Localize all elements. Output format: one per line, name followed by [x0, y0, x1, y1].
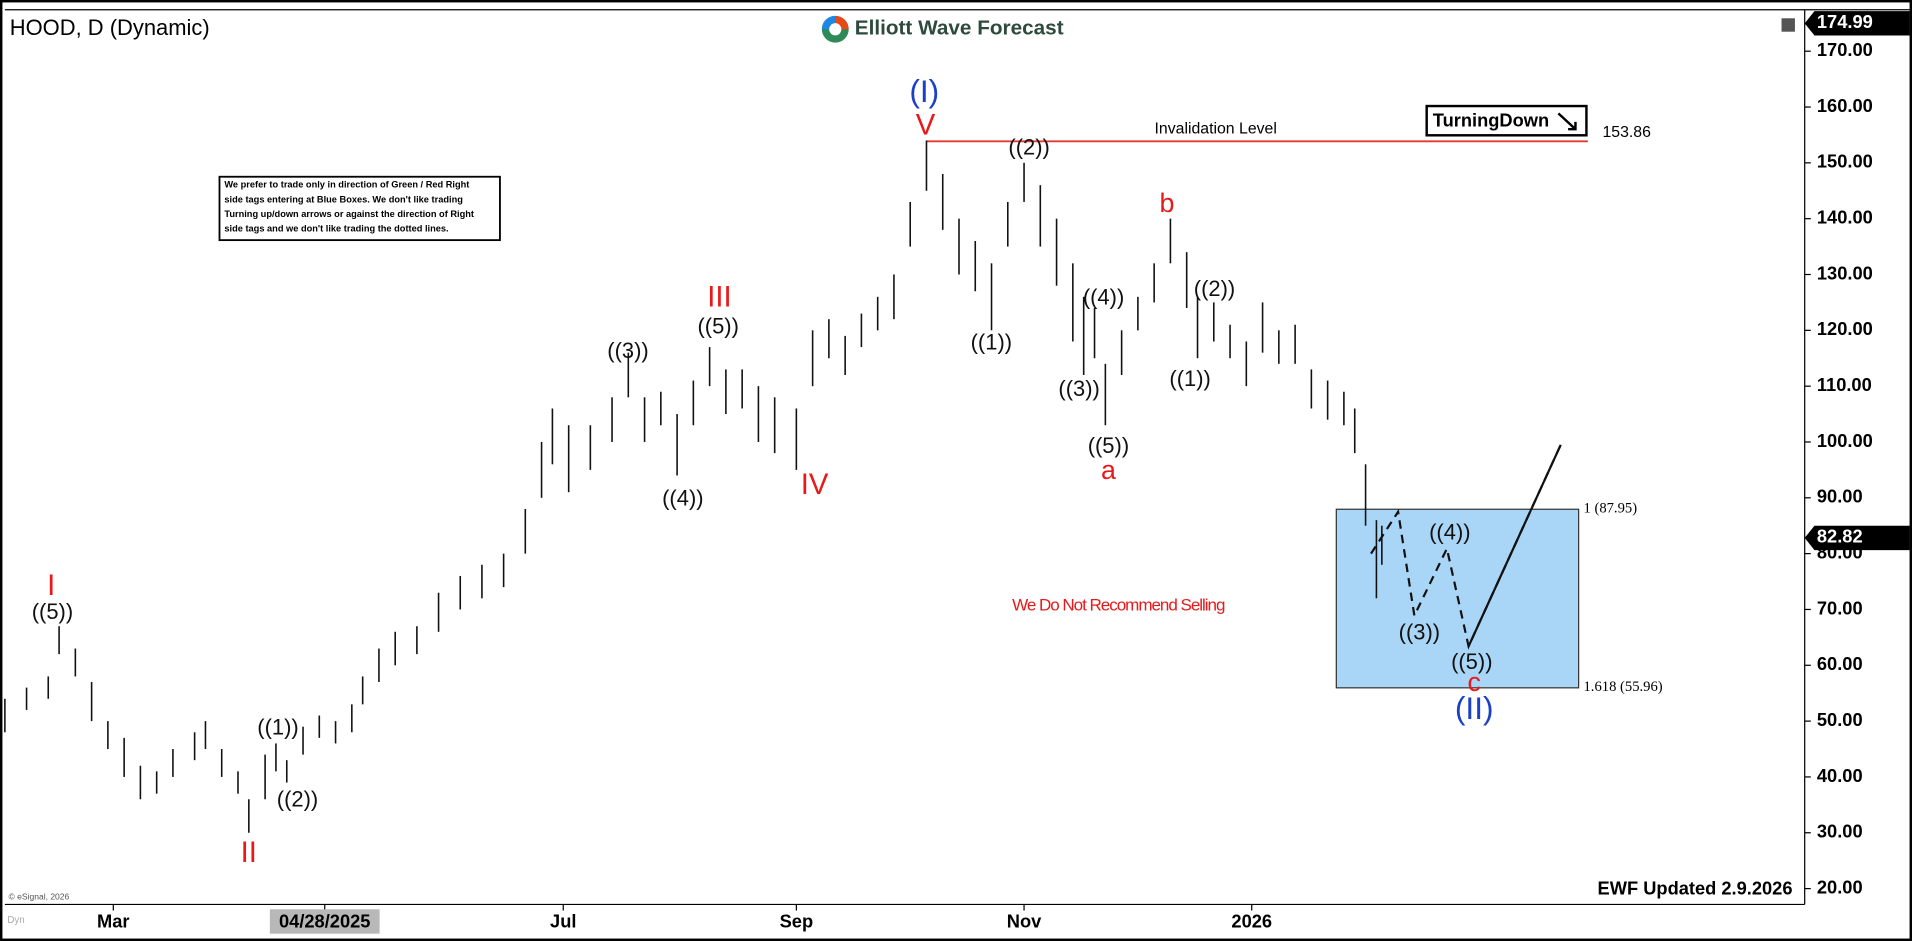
- wave-label: ((2)): [1008, 135, 1049, 160]
- y-tick-label: 130.00: [1817, 262, 1873, 283]
- turning-arrow: [1557, 112, 1577, 131]
- wave-label: ((4)): [662, 486, 703, 511]
- wave-label: ((2)): [277, 787, 318, 812]
- chart-title: HOOD, D (Dynamic): [10, 15, 210, 40]
- note-line: We prefer to trade only in direction of …: [224, 180, 469, 190]
- note-box: [218, 175, 501, 242]
- wave-label: II: [241, 837, 257, 869]
- y-tick-label: 70.00: [1817, 597, 1863, 618]
- wave-label: a: [1101, 455, 1116, 485]
- y-tick-label: 40.00: [1817, 765, 1863, 786]
- updated-text: EWF Updated 2.9.2026: [1598, 878, 1793, 899]
- fib-label: 1 (87.95): [1584, 501, 1638, 517]
- wave-label: I: [47, 570, 55, 602]
- wave-label: ((4)): [1429, 520, 1470, 545]
- y-tick-label: 110.00: [1817, 374, 1872, 395]
- wave-label: ((5)): [32, 599, 73, 624]
- warning-text: We Do Not Recommend Selling: [1012, 595, 1225, 614]
- wave-label: b: [1159, 188, 1174, 218]
- wave-label: (II): [1455, 690, 1494, 726]
- wave-label: ((3)): [607, 338, 648, 363]
- wave-label: ((1)): [971, 330, 1012, 355]
- x-tick-label: Mar: [97, 911, 129, 932]
- x-tick-label: Sep: [780, 911, 814, 932]
- y-tick-label: 150.00: [1817, 151, 1873, 172]
- wave-label: ((2)): [1194, 276, 1235, 301]
- y-tick-label: 100.00: [1817, 430, 1873, 451]
- y-tick-label: 60.00: [1817, 653, 1863, 674]
- wave-label: (I): [909, 73, 939, 109]
- note-line: side tags entering at Blue Boxes. We don…: [224, 194, 463, 204]
- wave-label: ((1)): [1169, 366, 1210, 391]
- wave-label: ((5)): [697, 314, 738, 339]
- wave-label: c: [1468, 667, 1481, 697]
- logo-text: Elliott Wave Forecast: [855, 17, 1064, 40]
- invalidation-label: Invalidation Level: [1155, 120, 1277, 137]
- x-tick-label: 04/28/2025: [279, 911, 370, 932]
- y-tick-label: 50.00: [1817, 709, 1863, 730]
- wave-label: ((3)): [1058, 376, 1099, 401]
- y-tick-label: 120.00: [1817, 318, 1873, 339]
- invalidation-value: 153.86: [1602, 124, 1651, 141]
- x-tick-label: Nov: [1007, 911, 1042, 932]
- turning-text: TurningDown: [1433, 110, 1549, 131]
- y-tick-label: 170.00: [1817, 39, 1873, 60]
- price-tag-label: 82.82: [1817, 526, 1863, 547]
- y-tick-label: 140.00: [1817, 207, 1873, 228]
- price-tag: [1804, 11, 1910, 36]
- wave-label: ((4)): [1083, 284, 1124, 309]
- note-line: side tags and we don't like trading the …: [224, 224, 448, 234]
- y-tick-label: 30.00: [1817, 821, 1863, 842]
- wave-label: ((5)): [1451, 649, 1492, 674]
- logo-icon-center: [829, 23, 842, 36]
- wave-label: ((5)): [1088, 433, 1129, 458]
- logo: Elliott Wave Forecast: [821, 15, 1064, 43]
- wave-label: IV: [801, 469, 829, 501]
- wave-label: ((3)): [1399, 620, 1440, 645]
- wave-label: V: [916, 110, 936, 142]
- price-tag-label: 174.99: [1817, 11, 1873, 32]
- interval-label[interactable]: Dyn: [7, 915, 24, 926]
- wave-label: ((1)): [257, 715, 298, 740]
- note-line: Turning up/down arrows or against the di…: [224, 209, 474, 219]
- price-tag: [1804, 525, 1910, 551]
- y-tick-label: 160.00: [1817, 95, 1873, 116]
- x-tick-label: 2026: [1231, 911, 1272, 932]
- wave-label: III: [707, 281, 731, 313]
- window-icon[interactable]: [1781, 18, 1795, 32]
- fib-label: 1.618 (55.96): [1584, 679, 1663, 695]
- y-tick-label: 20.00: [1817, 876, 1863, 897]
- projection-final-leg: [1467, 444, 1562, 647]
- x-tick-label: Jul: [550, 911, 576, 932]
- x-tick-highlight: [269, 909, 380, 934]
- y-tick-label: 90.00: [1817, 486, 1863, 507]
- copyright: © eSignal, 2026: [9, 891, 70, 901]
- turning-box: [1425, 104, 1588, 137]
